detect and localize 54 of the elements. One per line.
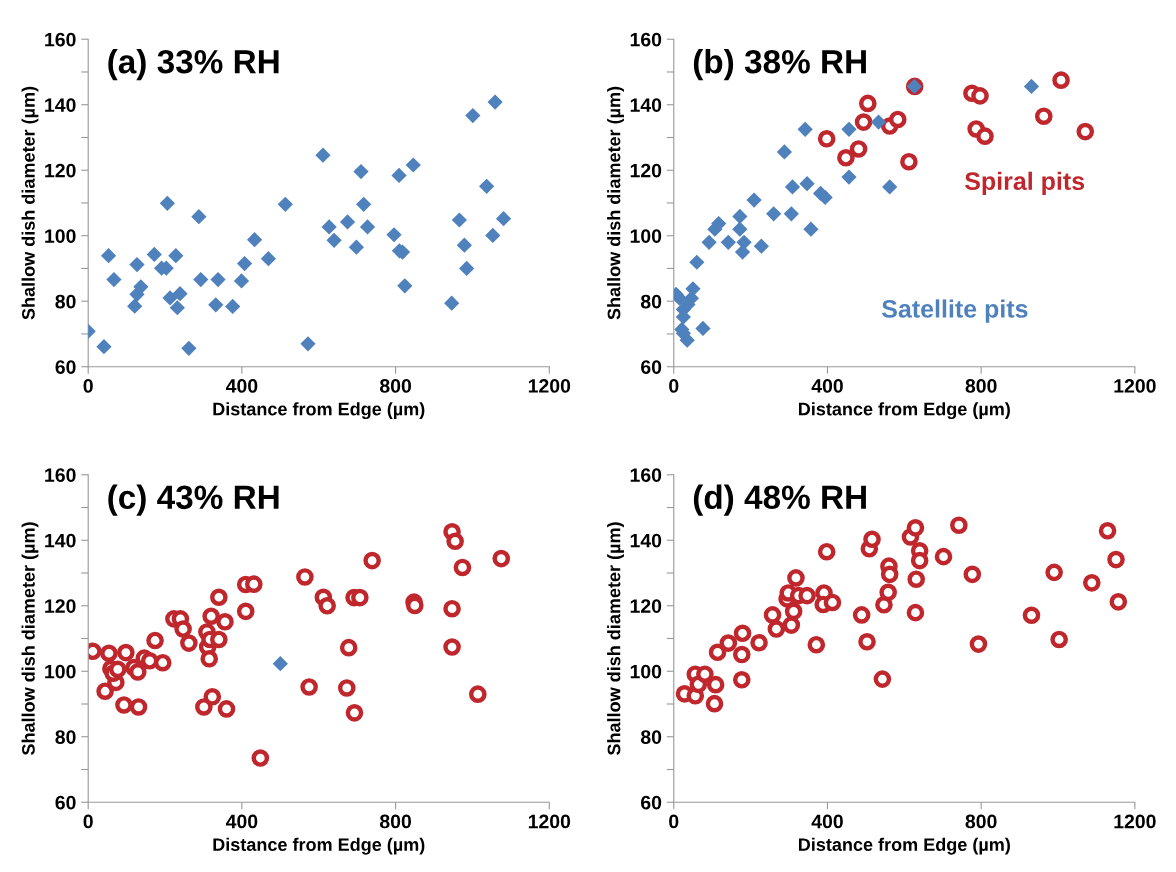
x-tick-label: 400 [811,814,843,829]
x-tick-label: 400 [225,379,258,393]
y-tick-label: 80 [55,730,76,744]
x-axis-title: Distance from Edge (µm) [798,837,1010,855]
x-tick-label: 1200 [528,814,571,829]
series-label: Spiral pits [964,171,1085,195]
y-tick-label: 120 [45,599,76,613]
y-tick-label: 60 [641,360,662,374]
chart-title: (d) 48% RH [693,484,866,516]
x-tick-label: 400 [225,814,258,829]
y-tick-label: 80 [640,294,662,309]
y-tick-label: 140 [630,533,662,548]
y-tick-label: 160 [630,468,662,483]
chart-title: (b) 38% RH [693,49,866,81]
y-tick-label: 140 [630,98,662,112]
y-tick-label: 140 [45,98,76,112]
x-tick-label: 0 [83,814,93,829]
x-axis-title: Distance from Edge (µm) [798,402,1010,420]
chart-title: (a) 33% RH [108,49,279,81]
x-tick-label: 800 [965,379,997,393]
x-tick-label: 800 [379,814,412,829]
x-tick-label: 400 [811,379,843,393]
y-tick-label: 160 [630,32,662,47]
y-axis-title: Shallow dish diameter (µm) [21,522,39,756]
y-tick-label: 80 [640,730,662,744]
x-tick-label: 1200 [528,379,571,393]
y-tick-label: 100 [45,229,76,243]
y-tick-label: 140 [45,533,76,548]
x-tick-label: 800 [965,814,997,829]
text: Satellite pits [881,299,1028,323]
y-tick-label: 120 [630,163,662,178]
y-tick-label: 100 [45,664,76,679]
y-tick-label: 60 [55,360,76,374]
y-tick-label: 120 [45,163,76,178]
x-axis-title: Distance from Edge (µm) [213,837,425,855]
x-tick-label: 0 [669,379,679,393]
chart-title: (c) 43% RH [108,484,279,516]
x-tick-label: 0 [669,814,679,829]
y-tick-label: 100 [630,229,662,243]
y-tick-label: 60 [641,795,662,810]
y-tick-label: 160 [45,468,76,483]
x-tick-label: 1200 [1114,814,1156,829]
y-tick-label: 60 [55,795,76,810]
y-axis-title: Shallow dish diameter (µm) [607,86,624,320]
x-tick-label: 800 [379,379,412,393]
y-tick-label: 80 [55,294,76,309]
x-tick-label: 0 [83,379,93,393]
y-tick-label: 120 [630,599,662,613]
x-tick-label: 1200 [1114,379,1156,393]
y-axis-title: Shallow dish diameter (µm) [21,86,39,320]
x-axis-title: Distance from Edge (µm) [213,402,425,420]
y-tick-label: 160 [45,32,76,47]
y-tick-label: 100 [630,664,662,679]
y-axis-title: Shallow dish diameter (µm) [607,522,624,756]
